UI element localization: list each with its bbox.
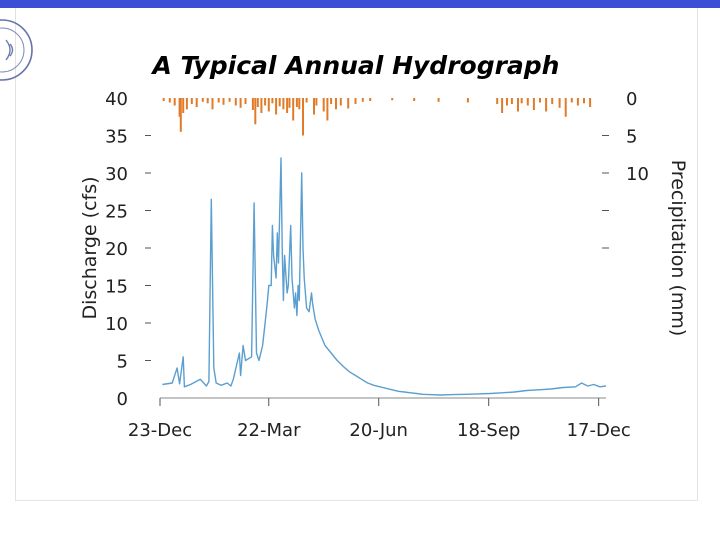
precip-bar-12 (217, 98, 220, 103)
x-tick-label-3: 18-Sep (457, 420, 520, 441)
precip-bar-42 (347, 98, 350, 109)
y-tick-label-35: 35 (105, 127, 128, 148)
y-tick-label-30: 30 (105, 164, 128, 185)
precip-bar-40 (335, 98, 337, 110)
y-tick-label-25: 25 (105, 202, 128, 223)
precip-bar-66 (589, 98, 592, 107)
precipitation-bars (162, 98, 592, 136)
precip-bar-6 (185, 98, 188, 110)
y2-tick-label-10: 10 (626, 164, 649, 185)
precip-bar-20 (256, 98, 259, 107)
y2-tick-label-0: 0 (626, 89, 637, 110)
precip-bar-21 (260, 98, 263, 113)
precip-bar-51 (501, 98, 504, 113)
seal-emblem (5, 39, 14, 61)
y-tick-label-20: 20 (105, 239, 128, 260)
precip-bar-10 (206, 98, 209, 104)
precip-bar-34 (305, 98, 308, 103)
x-tick-label-1: 22-Mar (237, 420, 301, 441)
precip-bar-56 (526, 98, 529, 106)
precip-bar-49 (466, 98, 469, 103)
precip-bar-54 (517, 98, 519, 112)
seal-inner-ring (0, 27, 25, 73)
precip-bar-2 (173, 98, 176, 106)
precip-bar-35 (313, 98, 315, 115)
precip-bar-18 (251, 98, 254, 110)
precip-bar-13 (222, 98, 225, 105)
y-tick-label-5: 5 (117, 352, 128, 373)
precip-bar-25 (275, 98, 278, 115)
precip-bar-11 (211, 98, 214, 110)
chart-title: A Typical Annual Hydrograph (151, 51, 560, 80)
date-axis: 23-Dec 22-Mar 20-Jun 18-Sep 17-Dec (128, 397, 631, 441)
top-accent-band (0, 0, 720, 8)
y2-tick-label-5: 5 (626, 127, 637, 148)
precip-bar-52 (506, 98, 508, 106)
precip-bar-29 (288, 98, 291, 108)
y-tick-label-10: 10 (105, 314, 128, 335)
x-tick-label-0: 23-Dec (128, 420, 192, 441)
discharge-axis: 0 5 10 15 20 25 30 35 40 (105, 89, 151, 410)
precip-bar-19 (254, 98, 257, 125)
precip-bar-26 (278, 98, 281, 107)
precip-bar-43 (354, 98, 357, 104)
precip-bar-50 (496, 98, 499, 104)
precip-bar-30 (292, 98, 295, 121)
precip-bar-38 (326, 98, 329, 121)
precip-bar-33 (302, 98, 304, 136)
precip-bar-64 (576, 98, 579, 106)
precip-bar-36 (315, 98, 318, 106)
precip-bar-24 (271, 98, 274, 104)
y-tick-label-15: 15 (105, 277, 128, 298)
precip-bar-27 (282, 98, 285, 110)
precip-bar-22 (264, 98, 267, 106)
precip-bar-62 (564, 98, 567, 117)
precip-bar-47 (413, 98, 416, 101)
precip-bar-55 (520, 98, 523, 104)
precip-bar-44 (361, 98, 364, 102)
precip-bar-31 (295, 98, 298, 107)
precip-bar-58 (539, 98, 541, 103)
y-tick-label-40: 40 (105, 89, 128, 110)
precip-bar-1 (168, 98, 171, 103)
precip-bar-14 (228, 98, 231, 102)
precip-bar-63 (570, 98, 573, 103)
discharge-series-line (162, 157, 607, 396)
y2-axis-title: Precipitation (mm) (667, 160, 689, 337)
precip-bar-59 (545, 98, 548, 112)
y-tick-label-0: 0 (117, 389, 128, 410)
precip-bar-5 (182, 98, 185, 113)
precip-bar-17 (244, 98, 247, 104)
precip-bar-3 (178, 98, 181, 117)
precip-bar-32 (298, 98, 301, 110)
precipitation-axis: 0 5 10 (602, 89, 649, 249)
precip-bar-60 (551, 98, 554, 104)
precip-bar-0 (162, 98, 165, 101)
precip-bar-37 (322, 98, 325, 112)
precip-bar-15 (234, 98, 237, 106)
precip-bar-39 (330, 98, 333, 104)
precip-bar-8 (195, 98, 198, 107)
precip-bar-57 (532, 98, 535, 110)
university-seal-icon (0, 14, 40, 86)
precip-bar-16 (239, 98, 242, 108)
x-tick-label-2: 20-Jun (349, 420, 408, 441)
precip-bar-9 (201, 98, 204, 102)
precip-bar-46 (391, 98, 394, 101)
precip-bar-65 (583, 98, 585, 104)
precip-bar-45 (369, 98, 372, 101)
precip-bar-53 (510, 98, 513, 104)
precip-bar-4 (179, 98, 182, 132)
precip-bar-28 (286, 98, 289, 113)
x-tick-label-4: 17-Dec (567, 420, 631, 441)
seal-ring (0, 19, 33, 81)
slide-frame (15, 8, 698, 501)
precip-bar-48 (437, 98, 440, 102)
precip-bar-61 (558, 98, 561, 108)
y-axis-title: Discharge (cfs) (79, 176, 101, 319)
precip-bar-7 (190, 98, 193, 104)
precip-bar-23 (267, 98, 270, 112)
precip-bar-41 (339, 98, 342, 106)
